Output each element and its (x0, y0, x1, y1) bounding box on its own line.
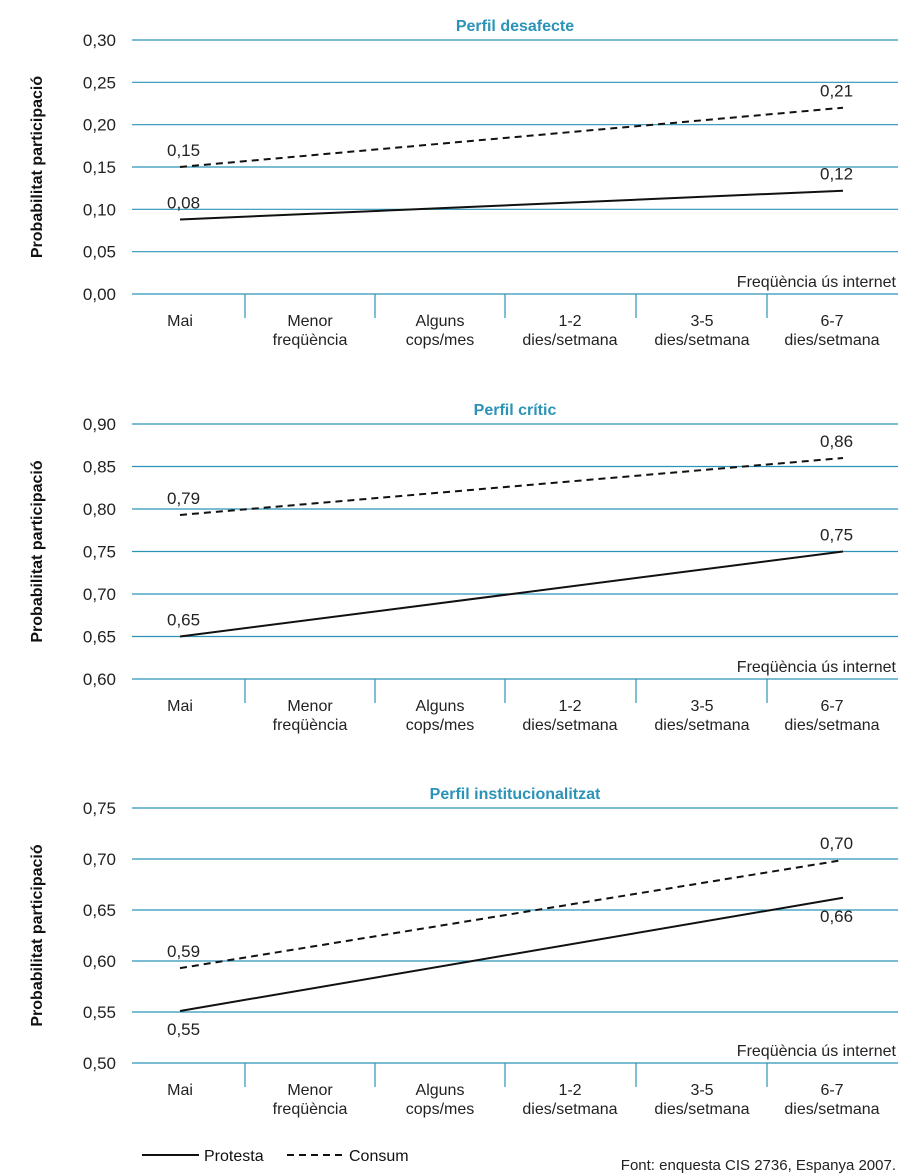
chart2-x-tick-label: Menor (287, 698, 333, 715)
chart3-x-tick-label: dies/setmana (784, 1101, 879, 1118)
source-note: Font: enquesta CIS 2736, Espanya 2007. (621, 1157, 896, 1174)
chart2-x-tick-label: dies/setmana (654, 717, 749, 734)
chart3-y-tick-label: 0,70 (83, 850, 116, 869)
chart1-data-label-protesta-start: 0,08 (167, 193, 200, 212)
chart1-x-tick-label: Mai (167, 313, 193, 330)
chart1-y-tick-label: 0,10 (83, 200, 116, 219)
chart2-y-tick-label: 0,85 (83, 458, 116, 477)
chart2-y-tick-label: 0,90 (83, 415, 116, 434)
chart3-y-tick-label: 0,75 (83, 799, 116, 818)
chart2-y-axis-label: Probabilitat participació (29, 460, 46, 642)
chart2-x-tick-label: dies/setmana (784, 717, 879, 734)
chart3-y-tick-label: 0,50 (83, 1054, 116, 1073)
chart3-data-label-protesta-end: 0,66 (820, 907, 853, 926)
chart1-data-label-protesta-end: 0,12 (820, 165, 853, 184)
chart1-title: Perfil desafecte (456, 18, 574, 35)
chart1-x-tick-label: dies/setmana (522, 332, 617, 349)
chart2-title: Perfil crític (474, 402, 557, 419)
chart1-x-tick-label: 6-7 (820, 313, 843, 330)
chart3-x-tick-label: 3-5 (690, 1082, 713, 1099)
chart1-y-tick-label: 0,25 (83, 73, 116, 92)
chart2-x-tick-label: Alguns (416, 698, 465, 715)
chart1-x-tick-label: Menor (287, 313, 333, 330)
chart2-y-tick-label: 0,65 (83, 628, 116, 647)
legend-protesta-label: Protesta (204, 1148, 264, 1165)
chart3-series-protesta-line (179, 896, 844, 1012)
chart1-data-label-consum-end: 0,21 (820, 82, 853, 101)
chart2-data-label-consum-end: 0,86 (820, 432, 853, 451)
chart1-x-tick-label: 3-5 (690, 313, 713, 330)
chart3-y-tick-label: 0,65 (83, 901, 116, 920)
chart1-x-tick-label: freqüència (273, 332, 348, 349)
chart2-x-axis-label: Freqüència ús internet (737, 659, 897, 676)
chart2-series-consum-line (179, 457, 844, 516)
chart3-series-consum-line (179, 859, 844, 970)
chart1-data-label-consum-start: 0,15 (167, 141, 200, 160)
chart2-y-tick-label: 0,75 (83, 543, 116, 562)
chart2-x-tick-label: 3-5 (690, 698, 713, 715)
chart1-y-tick-label: 0,15 (83, 158, 116, 177)
chart1-y-tick-label: 0,00 (83, 285, 116, 304)
chart3-data-label-protesta-start: 0,55 (167, 1020, 200, 1039)
chart2-data-label-consum-start: 0,79 (167, 489, 200, 508)
chart2-y-tick-label: 0,60 (83, 670, 116, 689)
chart2-x-tick-label: 6-7 (820, 698, 843, 715)
chart3-y-tick-label: 0,55 (83, 1003, 116, 1022)
chart2-y-tick-label: 0,70 (83, 585, 116, 604)
chart3-y-axis-label: Probabilitat participació (29, 844, 46, 1026)
chart1-x-tick-label: dies/setmana (784, 332, 879, 349)
chart3-x-tick-label: Menor (287, 1082, 333, 1099)
chart3-x-tick-label: cops/mes (406, 1101, 474, 1118)
chart1-x-tick-label: 1-2 (558, 313, 581, 330)
chart3-x-tick-label: 1-2 (558, 1082, 581, 1099)
chart1-x-axis-label: Freqüència ús internet (737, 274, 897, 291)
chart1-y-tick-label: 0,05 (83, 243, 116, 262)
chart3-x-tick-label: freqüència (273, 1101, 348, 1118)
legend-consum-label: Consum (349, 1148, 409, 1165)
chart2-x-tick-label: dies/setmana (522, 717, 617, 734)
chart1-series-consum-line (179, 106, 844, 168)
chart1-y-tick-label: 0,30 (83, 31, 116, 50)
chart2-data-label-protesta-end: 0,75 (820, 526, 853, 545)
chart2-series-protesta-line (179, 550, 844, 638)
chart3-x-axis-label: Freqüència ús internet (737, 1043, 897, 1060)
chart3-data-label-consum-end: 0,70 (820, 834, 853, 853)
chart3-title: Perfil institucionalitzat (430, 786, 601, 803)
chart3-data-label-consum-start: 0,59 (167, 942, 200, 961)
chart3-x-tick-label: 6-7 (820, 1082, 843, 1099)
chart1-y-axis-label: Probabilitat participació (29, 76, 46, 258)
chart2-x-tick-label: freqüència (273, 717, 348, 734)
chart2-data-label-protesta-start: 0,65 (167, 611, 200, 630)
chart3-x-tick-label: dies/setmana (654, 1101, 749, 1118)
chart3-x-tick-label: Mai (167, 1082, 193, 1099)
chart2-y-tick-label: 0,80 (83, 500, 116, 519)
chart2-x-tick-label: 1-2 (558, 698, 581, 715)
chart1-series-protesta-line (179, 189, 844, 221)
chart3-x-tick-label: dies/setmana (522, 1101, 617, 1118)
chart1-x-tick-label: dies/setmana (654, 332, 749, 349)
chart2-x-tick-label: cops/mes (406, 717, 474, 734)
chart3-y-tick-label: 0,60 (83, 952, 116, 971)
chart3-x-tick-label: Alguns (416, 1082, 465, 1099)
chart1-y-tick-label: 0,20 (83, 116, 116, 135)
chart1-x-tick-label: Alguns (416, 313, 465, 330)
chart2-x-tick-label: Mai (167, 698, 193, 715)
chart1-x-tick-label: cops/mes (406, 332, 474, 349)
